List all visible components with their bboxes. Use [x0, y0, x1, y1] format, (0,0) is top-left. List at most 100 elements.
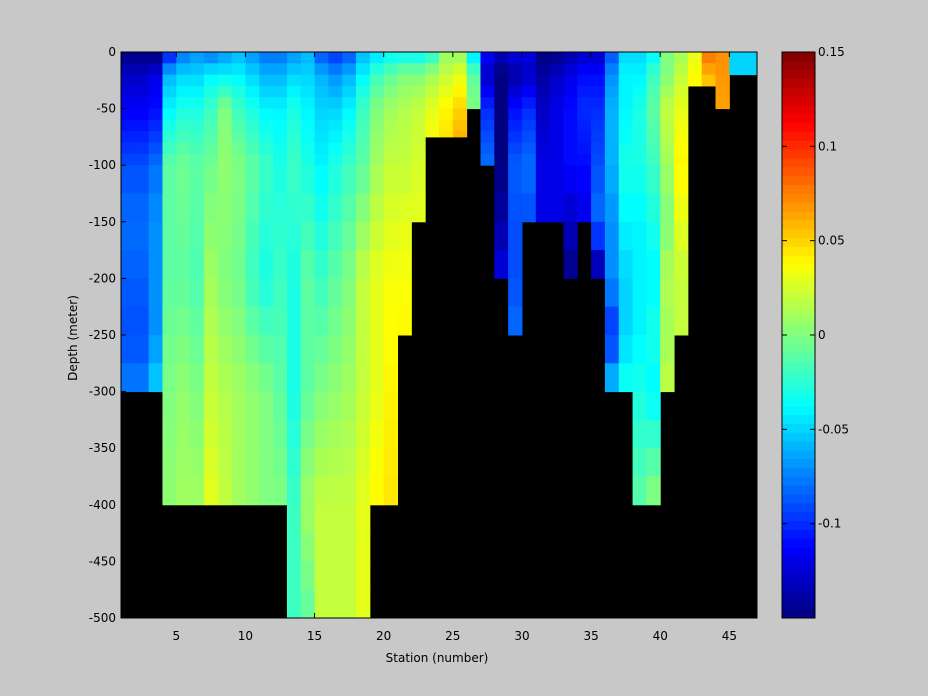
heatmap-cell	[494, 97, 509, 110]
colorbar-segment	[782, 520, 815, 530]
heatmap-cell	[134, 193, 150, 223]
heatmap-cell	[190, 193, 205, 223]
heatmap-cell	[660, 165, 675, 194]
colorbar-segment	[782, 432, 815, 442]
heatmap-cell	[563, 131, 578, 144]
heatmap-cell	[134, 142, 150, 155]
x-tick-label: 5	[172, 629, 180, 643]
heatmap-cell	[162, 131, 177, 144]
heatmap-cell	[369, 97, 385, 110]
heatmap-cell	[369, 153, 385, 166]
heatmap-cell	[535, 131, 551, 144]
colorbar-segment	[782, 299, 815, 309]
heatmap-cell	[439, 52, 454, 64]
heatmap-cell	[397, 74, 412, 87]
heatmap-cell	[162, 476, 177, 506]
y-tick-label: -200	[89, 271, 116, 285]
heatmap-cell	[134, 74, 150, 87]
heatmap-cell	[674, 142, 689, 155]
heatmap-cell	[286, 363, 302, 393]
heatmap-cell	[369, 131, 385, 144]
heatmap-cell	[369, 74, 385, 87]
heatmap-cell	[549, 165, 564, 194]
heatmap-cell	[632, 131, 647, 144]
heatmap-cell	[148, 63, 163, 76]
heatmap-cell	[646, 131, 661, 144]
colorbar-segment	[782, 131, 815, 141]
heatmap-cell	[646, 74, 661, 87]
heatmap-cell	[618, 131, 634, 144]
heatmap-cell	[660, 97, 675, 110]
heatmap-cell	[259, 52, 274, 64]
heatmap-cell	[259, 153, 274, 166]
heatmap-cell	[342, 108, 357, 121]
heatmap-cell	[674, 74, 689, 87]
heatmap-cell	[328, 533, 343, 562]
heatmap-cell	[397, 221, 412, 251]
colorbar-segment	[782, 441, 815, 451]
heatmap-cell	[632, 119, 647, 132]
heatmap-cell	[342, 85, 357, 98]
heatmap-cell	[356, 335, 371, 364]
heatmap-cell	[231, 448, 246, 477]
heatmap-cell	[176, 221, 191, 251]
heatmap-cell	[701, 74, 717, 87]
heatmap-cell	[162, 335, 177, 364]
heatmap-cell	[134, 52, 150, 64]
heatmap-cell	[591, 250, 606, 279]
heatmap-cell	[300, 306, 316, 336]
heatmap-cell	[397, 85, 412, 98]
heatmap-cell	[591, 153, 606, 166]
heatmap-cell	[383, 153, 399, 166]
heatmap-cell	[121, 63, 136, 76]
heatmap-cell	[356, 533, 371, 562]
heatmap-cell	[549, 85, 564, 98]
heatmap-cell	[632, 476, 647, 506]
heatmap-cell	[231, 108, 246, 121]
heatmap-cell	[162, 250, 177, 279]
heatmap-cell	[121, 193, 136, 223]
heatmap-cell	[162, 278, 177, 308]
heatmap-cell	[231, 63, 246, 76]
heatmap-cell	[356, 419, 371, 449]
heatmap-cell	[342, 448, 357, 477]
heatmap-cell	[203, 335, 219, 364]
heatmap-cell	[342, 363, 357, 393]
x-tick-label: 10	[238, 629, 253, 643]
colorbar-tick-label: 0.1	[818, 139, 837, 153]
heatmap-cell	[618, 221, 634, 251]
heatmap-cell	[646, 476, 661, 506]
heatmap-cell	[314, 142, 329, 155]
heatmap-cell	[286, 63, 302, 76]
heatmap-cell	[383, 335, 399, 364]
heatmap-cell	[134, 221, 150, 251]
heatmap-cell	[231, 221, 246, 251]
heatmap-cell	[300, 193, 316, 223]
heatmap-cell	[217, 85, 233, 98]
heatmap-cell	[217, 108, 233, 121]
heatmap-cell	[314, 193, 329, 223]
heatmap-cell	[411, 108, 426, 121]
heatmap-cell	[286, 74, 302, 87]
heatmap-cell	[508, 119, 523, 132]
heatmap-cell	[508, 63, 523, 76]
colorbar-segment	[782, 52, 815, 62]
heatmap-cell	[134, 97, 150, 110]
heatmap-cell	[660, 52, 675, 64]
heatmap-cell	[190, 391, 205, 421]
heatmap-cell	[521, 52, 537, 64]
colorbar-segment	[782, 511, 815, 522]
heatmap-cell	[217, 165, 233, 194]
heatmap-cell	[480, 131, 495, 144]
heatmap-cell	[134, 108, 150, 121]
heatmap-cell	[148, 142, 163, 155]
x-tick-label: 35	[583, 629, 598, 643]
heatmap-cell	[217, 278, 233, 308]
heatmap-cell	[328, 419, 343, 449]
heatmap-cell	[591, 142, 606, 155]
heatmap-cell	[300, 448, 316, 477]
heatmap-cell	[300, 85, 316, 98]
heatmap-cell	[203, 131, 219, 144]
heatmap-cell	[508, 221, 523, 251]
heatmap-cell	[660, 131, 675, 144]
